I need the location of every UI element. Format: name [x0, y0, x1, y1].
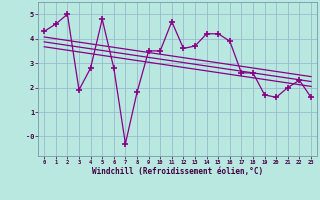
X-axis label: Windchill (Refroidissement éolien,°C): Windchill (Refroidissement éolien,°C)	[92, 167, 263, 176]
